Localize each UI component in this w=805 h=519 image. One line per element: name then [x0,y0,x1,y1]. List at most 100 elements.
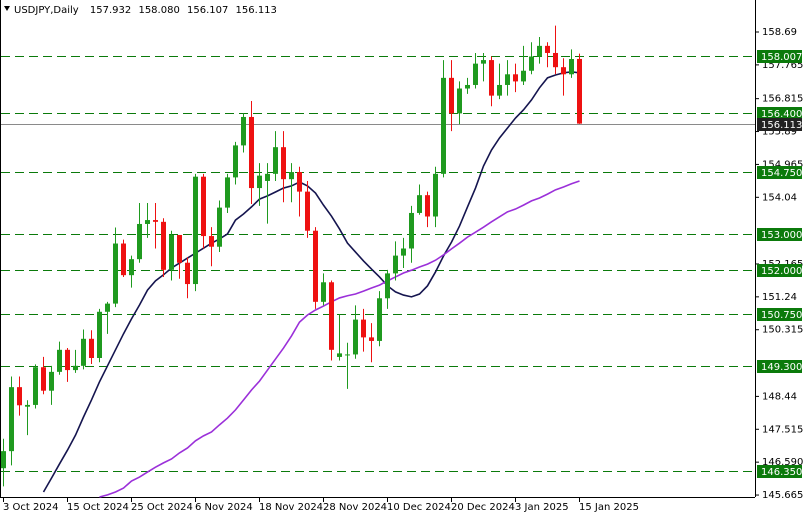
quote-low: 156.107 [187,5,228,16]
candle-body [49,371,54,391]
candle-body [41,367,46,391]
candle-body [481,60,486,64]
level-label-box [757,228,802,241]
candle-body [81,338,86,366]
candle-body [297,172,302,192]
candle-body [1,451,6,469]
level-label: 154.750 [761,168,802,179]
candle-body [353,319,358,355]
level-label: 149.300 [761,362,802,373]
candle-body [241,116,246,146]
level-label: 158.007 [761,52,802,63]
candle-body [393,255,398,274]
chart-header: USDJPY,Daily 157.932 158.080 156.107 156… [14,5,277,16]
candle-body [345,354,350,356]
candle-body [329,282,334,350]
quote-open: 157.932 [90,5,131,16]
candle-body [217,207,222,247]
candle-body [361,319,366,338]
candle-body [65,349,70,371]
candle-body [73,365,78,371]
candle-body [185,262,190,285]
y-tick-label: 154.965 [762,159,803,170]
y-tick-label: 145.665 [762,490,803,501]
candle-body [561,67,566,75]
candle-body [97,311,102,358]
candle-body [417,195,422,213]
y-tick-label: 154.04 [762,192,797,203]
candle-body [153,220,158,222]
candle-body [497,84,502,96]
level-label: 152.000 [761,266,802,277]
candle-body [233,145,238,178]
candle-body [177,234,182,263]
y-tick-label: 151.24 [762,292,797,303]
candle-body [33,367,38,405]
candle-body [457,88,462,114]
candle-body [265,173,270,181]
moving-average-line [42,71,580,493]
candle-body [57,349,62,372]
candle-body [369,337,374,341]
candle-body [9,387,14,452]
candle-body [545,45,550,53]
candle-body [305,191,310,231]
candle-body [465,84,470,89]
level-label-box [757,166,802,179]
level-label: 156.400 [761,109,802,120]
candle-body [145,220,150,224]
candle-body [441,77,446,174]
candle-body [129,259,134,276]
candle-body [17,387,22,406]
level-label-box [757,360,802,373]
candle-body [313,230,318,302]
candle-body [121,243,126,276]
candle-body [449,77,454,114]
candle-body [169,234,174,270]
y-tick-label: 146.590 [762,457,803,468]
candle-body [553,52,558,68]
symbol-title: USDJPY,Daily [14,5,79,16]
candle-body [113,243,118,304]
candle-body [273,147,278,174]
candle-body [409,212,414,249]
candle-body [377,298,382,341]
candle-body [385,273,390,299]
x-tick-label: 10 Dec 2024 [387,502,451,513]
candle-body [209,236,214,247]
candle-body [201,176,206,237]
y-tick-label: 147.515 [762,424,803,435]
level-label-box [757,308,802,321]
candle-body [137,223,142,260]
candle-body [289,172,294,180]
candle-body [521,70,526,82]
price-label: 156.113 [761,120,802,131]
candle-body [505,74,510,85]
y-tick-label: 157.765 [762,60,803,71]
candle-body [489,60,494,96]
candle-body [321,282,326,302]
level-label-box [757,264,802,277]
candle-body [25,404,30,407]
quote-high: 158.080 [138,5,179,16]
level-label: 150.750 [761,310,802,321]
y-tick-label: 156.815 [762,94,803,105]
candle-body [337,353,342,357]
candle-body [89,338,94,358]
level-label: 146.350 [761,467,802,478]
candle-body [161,221,166,270]
x-tick-label: 15 Oct 2024 [67,502,129,513]
level-label-box [757,50,802,63]
candle-body [537,45,542,57]
level-label-box [757,465,802,478]
y-tick-label: 150.315 [762,325,803,336]
candle-body [425,195,430,217]
candle-body [473,63,478,85]
level-label: 153.000 [761,230,802,241]
x-tick-label: 28 Nov 2024 [323,502,387,513]
x-tick-label: 15 Jan 2025 [579,502,639,513]
y-tick-label: 158.69 [762,27,797,38]
candle-body [513,74,518,82]
